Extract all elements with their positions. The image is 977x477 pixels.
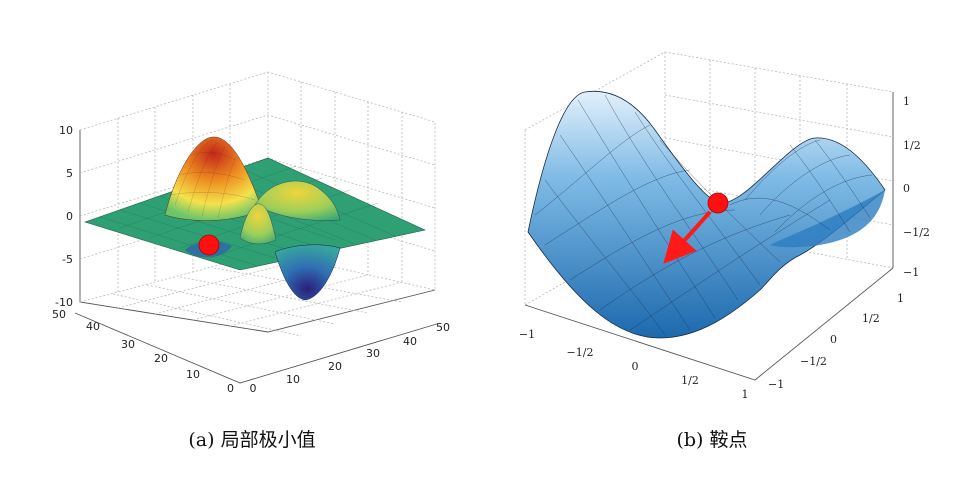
y-tick: 20 xyxy=(154,352,168,365)
y-tick: 50 xyxy=(52,308,66,321)
y-tick: 1 xyxy=(897,292,904,305)
z-tick: -10 xyxy=(55,296,73,309)
panel-b-z-ticks: 1 1/2 0 −1/2 −1 xyxy=(903,95,930,279)
z-tick: 0 xyxy=(66,210,73,223)
panel-b-caption: (b) 鞍点 xyxy=(676,429,747,451)
y-tick: 0 xyxy=(227,382,234,395)
x-tick: 20 xyxy=(328,360,342,373)
x-tick: 30 xyxy=(366,347,380,360)
z-tick: −1 xyxy=(903,266,919,279)
x-tick: 0 xyxy=(250,382,257,395)
x-tick: 10 xyxy=(286,373,300,386)
z-tick: -5 xyxy=(62,253,73,266)
panel-a-z-ticks: 10 5 0 -5 -10 xyxy=(55,124,73,309)
panel-b-x-ticks: −1 −1/2 0 1/2 1 xyxy=(519,328,749,401)
z-tick: 10 xyxy=(59,124,73,137)
z-tick: 5 xyxy=(66,167,73,180)
panel-a-caption: (a) 局部极小值 xyxy=(188,429,315,451)
panel-a-y-ticks: 50 40 30 20 10 0 xyxy=(52,308,234,395)
z-tick: 1/2 xyxy=(903,139,921,152)
saddle-point-marker xyxy=(707,192,729,214)
x-tick: 1 xyxy=(742,388,749,401)
x-tick: 0 xyxy=(632,360,639,373)
panel-local-minimum: 10 5 0 -5 -10 50 40 30 20 10 0 0 10 20 3… xyxy=(52,71,451,451)
z-tick: −1/2 xyxy=(903,226,930,239)
panel-saddle-point: 1 1/2 0 −1/2 −1 1 1/2 0 −1/2 −1 −1 −1/2 … xyxy=(519,51,930,451)
y-tick: 40 xyxy=(86,320,100,333)
y-tick: −1/2 xyxy=(800,355,827,368)
x-tick: −1 xyxy=(519,328,535,341)
z-tick: 0 xyxy=(903,182,910,195)
y-tick: 1/2 xyxy=(862,312,880,325)
x-tick: 40 xyxy=(403,335,417,348)
panel-b-y-ticks: 1 1/2 0 −1/2 −1 xyxy=(768,292,904,391)
z-tick: 1 xyxy=(903,95,910,108)
descent-arrow xyxy=(663,210,712,264)
y-tick: 30 xyxy=(121,338,135,351)
panel-a-x-ticks: 0 10 20 30 40 50 xyxy=(250,321,451,395)
y-tick: 10 xyxy=(186,368,200,381)
panel-a-surface xyxy=(84,136,426,301)
x-tick: 1/2 xyxy=(681,374,699,387)
y-tick: 0 xyxy=(830,333,837,346)
y-tick: −1 xyxy=(768,378,784,391)
x-tick: 50 xyxy=(436,321,450,334)
x-tick: −1/2 xyxy=(567,346,594,359)
local-minimum-marker xyxy=(198,234,220,256)
